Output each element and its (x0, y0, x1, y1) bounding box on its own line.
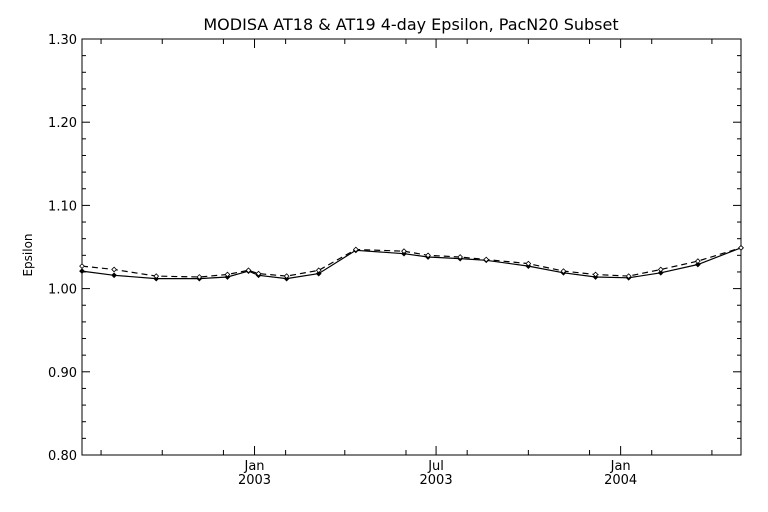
dashed-series-point (625, 273, 632, 279)
x-tick-month-label: Jan (610, 459, 631, 474)
dashed-series-point (153, 273, 160, 279)
y-tick-label: 0.80 (48, 449, 77, 464)
x-tick-year-label: 2004 (604, 473, 637, 488)
dashed-series-point (738, 244, 744, 251)
dashed-series-point (283, 273, 290, 279)
dashed-series-point (525, 260, 532, 267)
x-tick-year-label: 2003 (238, 473, 271, 488)
chart-title: MODISA AT18 & AT19 4-day Epsilon, PacN20… (203, 15, 618, 34)
x-tick-month-label: Jan (244, 459, 265, 474)
dashed-series-point (111, 266, 117, 273)
solid-series-point (695, 261, 701, 268)
dashed-series-point (315, 267, 322, 274)
dashed-series-line (81, 247, 742, 278)
solid-series-line (81, 247, 742, 280)
x-tick-month-label: Jul (427, 459, 444, 474)
x-tick-year-label: 2003 (420, 473, 453, 488)
solid-series-point (111, 272, 117, 279)
y-axis-label: Epsilon (21, 233, 35, 276)
dashed-series-point (352, 246, 359, 253)
plot-frame (81, 38, 742, 456)
dashed-series-point (483, 256, 490, 263)
dashed-series-point (560, 268, 567, 274)
dashed-series-point (255, 270, 262, 277)
solid-series-point (79, 268, 85, 274)
y-tick-label: 1.00 (48, 283, 77, 298)
dashed-series-point (224, 271, 231, 278)
y-tick-label: 1.30 (48, 33, 77, 48)
dashed-series-point (657, 266, 664, 273)
dashed-series-point (196, 274, 203, 280)
dashed-series-point (425, 252, 431, 259)
dashed-series-point (79, 263, 85, 270)
y-tick-label: 1.10 (48, 199, 77, 214)
y-tick-label: 0.90 (48, 366, 77, 381)
dashed-series-point (401, 248, 407, 255)
solid-series-point (315, 270, 322, 277)
dashed-series-point (592, 271, 599, 278)
dashed-series-point (245, 267, 252, 274)
series-layer (79, 244, 744, 282)
y-axis-ticks: 0.80 0.90 1.00 1.10 1.20 1.30 (48, 33, 741, 464)
solid-series-point (657, 269, 664, 276)
dashed-series-point (695, 258, 701, 265)
dashed-series-point (457, 254, 464, 260)
y-tick-label: 1.20 (48, 116, 77, 131)
